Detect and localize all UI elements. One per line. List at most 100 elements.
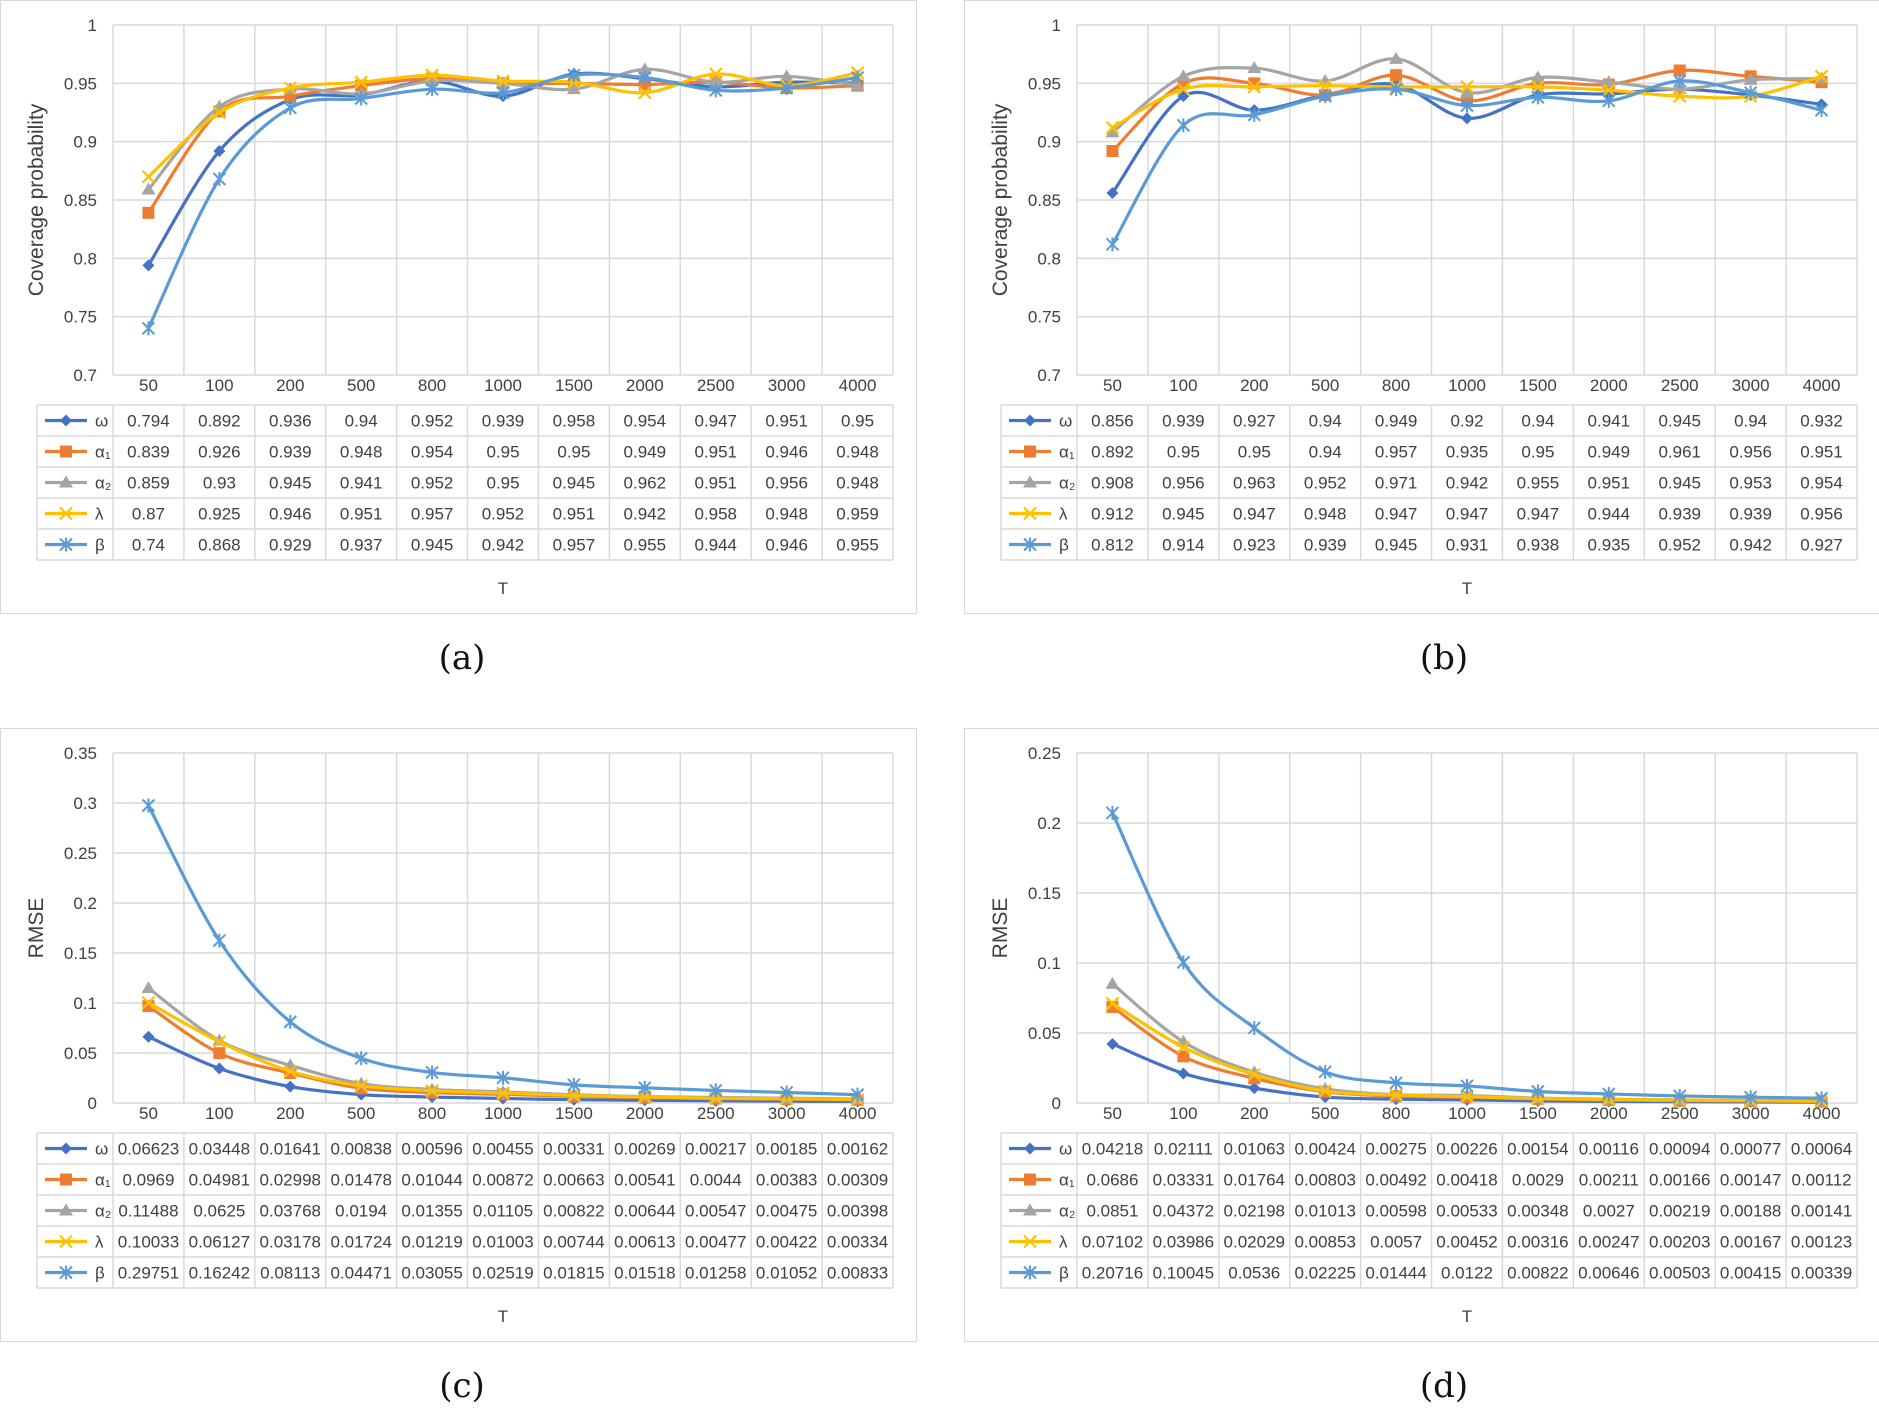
data-point <box>1602 93 1616 108</box>
table-cell: 0.01105 <box>473 1202 533 1221</box>
y-axis-label: Coverage probability <box>25 103 48 296</box>
legend-marker <box>1024 445 1036 458</box>
table-cell: 0.938 <box>1517 536 1560 555</box>
x-tick-label: 2500 <box>1661 376 1699 395</box>
chart-panel-d: 0 0.05 0.1 0.15 0.2 0.25 RMSE 50 100 200 500 800 100… <box>964 728 1879 1342</box>
table-cell: 0.936 <box>269 412 312 431</box>
table-cell: 0.00503 <box>1649 1264 1710 1283</box>
series-3 <box>141 66 865 184</box>
table-cell: 0.00154 <box>1507 1140 1568 1159</box>
legend-key <box>45 414 87 427</box>
table-cell: 0.945 <box>1658 412 1701 431</box>
data-point <box>850 78 865 91</box>
data-point <box>1601 75 1616 88</box>
x-tick-label: 100 <box>205 1104 233 1123</box>
y-axis-label: RMSE <box>989 898 1012 959</box>
table-cell: 0.00475 <box>756 1202 817 1221</box>
table-cell: 0.94 <box>1309 443 1342 462</box>
table-cell: 0.962 <box>624 474 667 493</box>
legend-marker <box>1023 1265 1037 1280</box>
table-cell: 0.20716 <box>1082 1264 1143 1283</box>
series-line <box>1111 812 1822 1100</box>
x-tick-label: 500 <box>1311 376 1339 395</box>
table-cell: 0.01052 <box>756 1264 817 1283</box>
legend-marker <box>59 1203 73 1216</box>
data-point <box>567 68 581 83</box>
data-point <box>850 1087 865 1102</box>
data-point <box>425 74 440 86</box>
legend-key <box>45 1203 87 1216</box>
table-cell: 0.947 <box>1233 505 1276 524</box>
table-cell: 0.00477 <box>685 1233 746 1252</box>
legend-key <box>1009 1173 1051 1186</box>
table-cell: 0.94 <box>1309 412 1342 431</box>
legend-marker <box>59 537 73 552</box>
table-cell: 0.00455 <box>472 1140 533 1159</box>
x-tick-label: 500 <box>347 376 375 395</box>
table-cell: 0.00383 <box>756 1171 817 1190</box>
legend-label: α₂ <box>95 1202 111 1221</box>
table-cell: 0.948 <box>765 505 808 524</box>
data-point <box>283 81 298 95</box>
legend-label: λ <box>1059 505 1068 524</box>
table-cell: 0.0027 <box>1583 1202 1635 1221</box>
data-point <box>1531 80 1545 94</box>
data-point <box>1460 1078 1474 1093</box>
table-cell: 0.74 <box>132 536 165 555</box>
data-point <box>1460 1089 1474 1104</box>
data-point <box>1247 61 1262 74</box>
table-cell: 0.00418 <box>1436 1171 1497 1190</box>
table-cell: 0.953 <box>1729 474 1772 493</box>
data-point <box>708 75 723 88</box>
table-cell: 0.01003 <box>472 1233 533 1252</box>
table-cell: 0.839 <box>127 443 170 462</box>
table-cell: 0.0686 <box>1086 1171 1138 1190</box>
data-point <box>1531 1084 1545 1099</box>
table-cell: 0.04218 <box>1082 1140 1143 1159</box>
table-cell: 0.939 <box>1162 412 1205 431</box>
table-cell: 0.947 <box>1375 505 1418 524</box>
legend-label: ω <box>1059 1140 1072 1159</box>
data-point <box>212 172 227 186</box>
x-tick-label: 2500 <box>697 1104 735 1123</box>
legend-key <box>45 1173 87 1186</box>
data-point <box>1814 1091 1829 1106</box>
table-cell: 0.944 <box>694 536 737 555</box>
x-tick-label: 2000 <box>626 376 664 395</box>
legend-label: β <box>1059 536 1069 555</box>
table-cell: 0.00598 <box>1365 1202 1426 1221</box>
x-tick-label: 1000 <box>484 376 522 395</box>
legend-label: α₁ <box>1059 1171 1075 1190</box>
table-cell: 0.00833 <box>827 1264 888 1283</box>
data-point <box>1673 74 1687 88</box>
table-cell: 0.951 <box>694 443 737 462</box>
y-tick-label: 0.85 <box>1028 191 1061 210</box>
table-cell: 0.946 <box>765 536 808 555</box>
y-tick-label: 0.75 <box>1028 308 1061 327</box>
table-cell: 0.00492 <box>1365 1171 1426 1190</box>
series-line <box>147 72 858 330</box>
table-cell: 0.925 <box>198 505 241 524</box>
table-cell: 0.942 <box>1729 536 1772 555</box>
data-point <box>1673 1088 1687 1103</box>
table-cell: 0.03448 <box>189 1140 250 1159</box>
table-cell: 0.93 <box>203 474 236 493</box>
table-cell: 0.00872 <box>472 1171 533 1190</box>
data-point <box>425 1084 439 1098</box>
data-point <box>779 69 794 82</box>
table-cell: 0.935 <box>1588 536 1631 555</box>
table-cell: 0.94 <box>345 412 378 431</box>
x-tick-label: 3000 <box>768 1104 806 1123</box>
table-cell: 0.0029 <box>1512 1171 1564 1190</box>
data-point <box>1318 78 1332 93</box>
x-tick-label: 1000 <box>1448 376 1486 395</box>
table-cell: 0.92 <box>1450 412 1483 431</box>
legend-key <box>45 537 87 552</box>
data-point <box>1814 103 1829 118</box>
y-tick-label: 0.7 <box>1037 366 1061 385</box>
table-cell: 0.945 <box>1658 474 1701 493</box>
table-cell: 0.954 <box>411 443 454 462</box>
table-cell: 0.01044 <box>401 1171 462 1190</box>
y-axis-label: RMSE <box>25 898 48 959</box>
